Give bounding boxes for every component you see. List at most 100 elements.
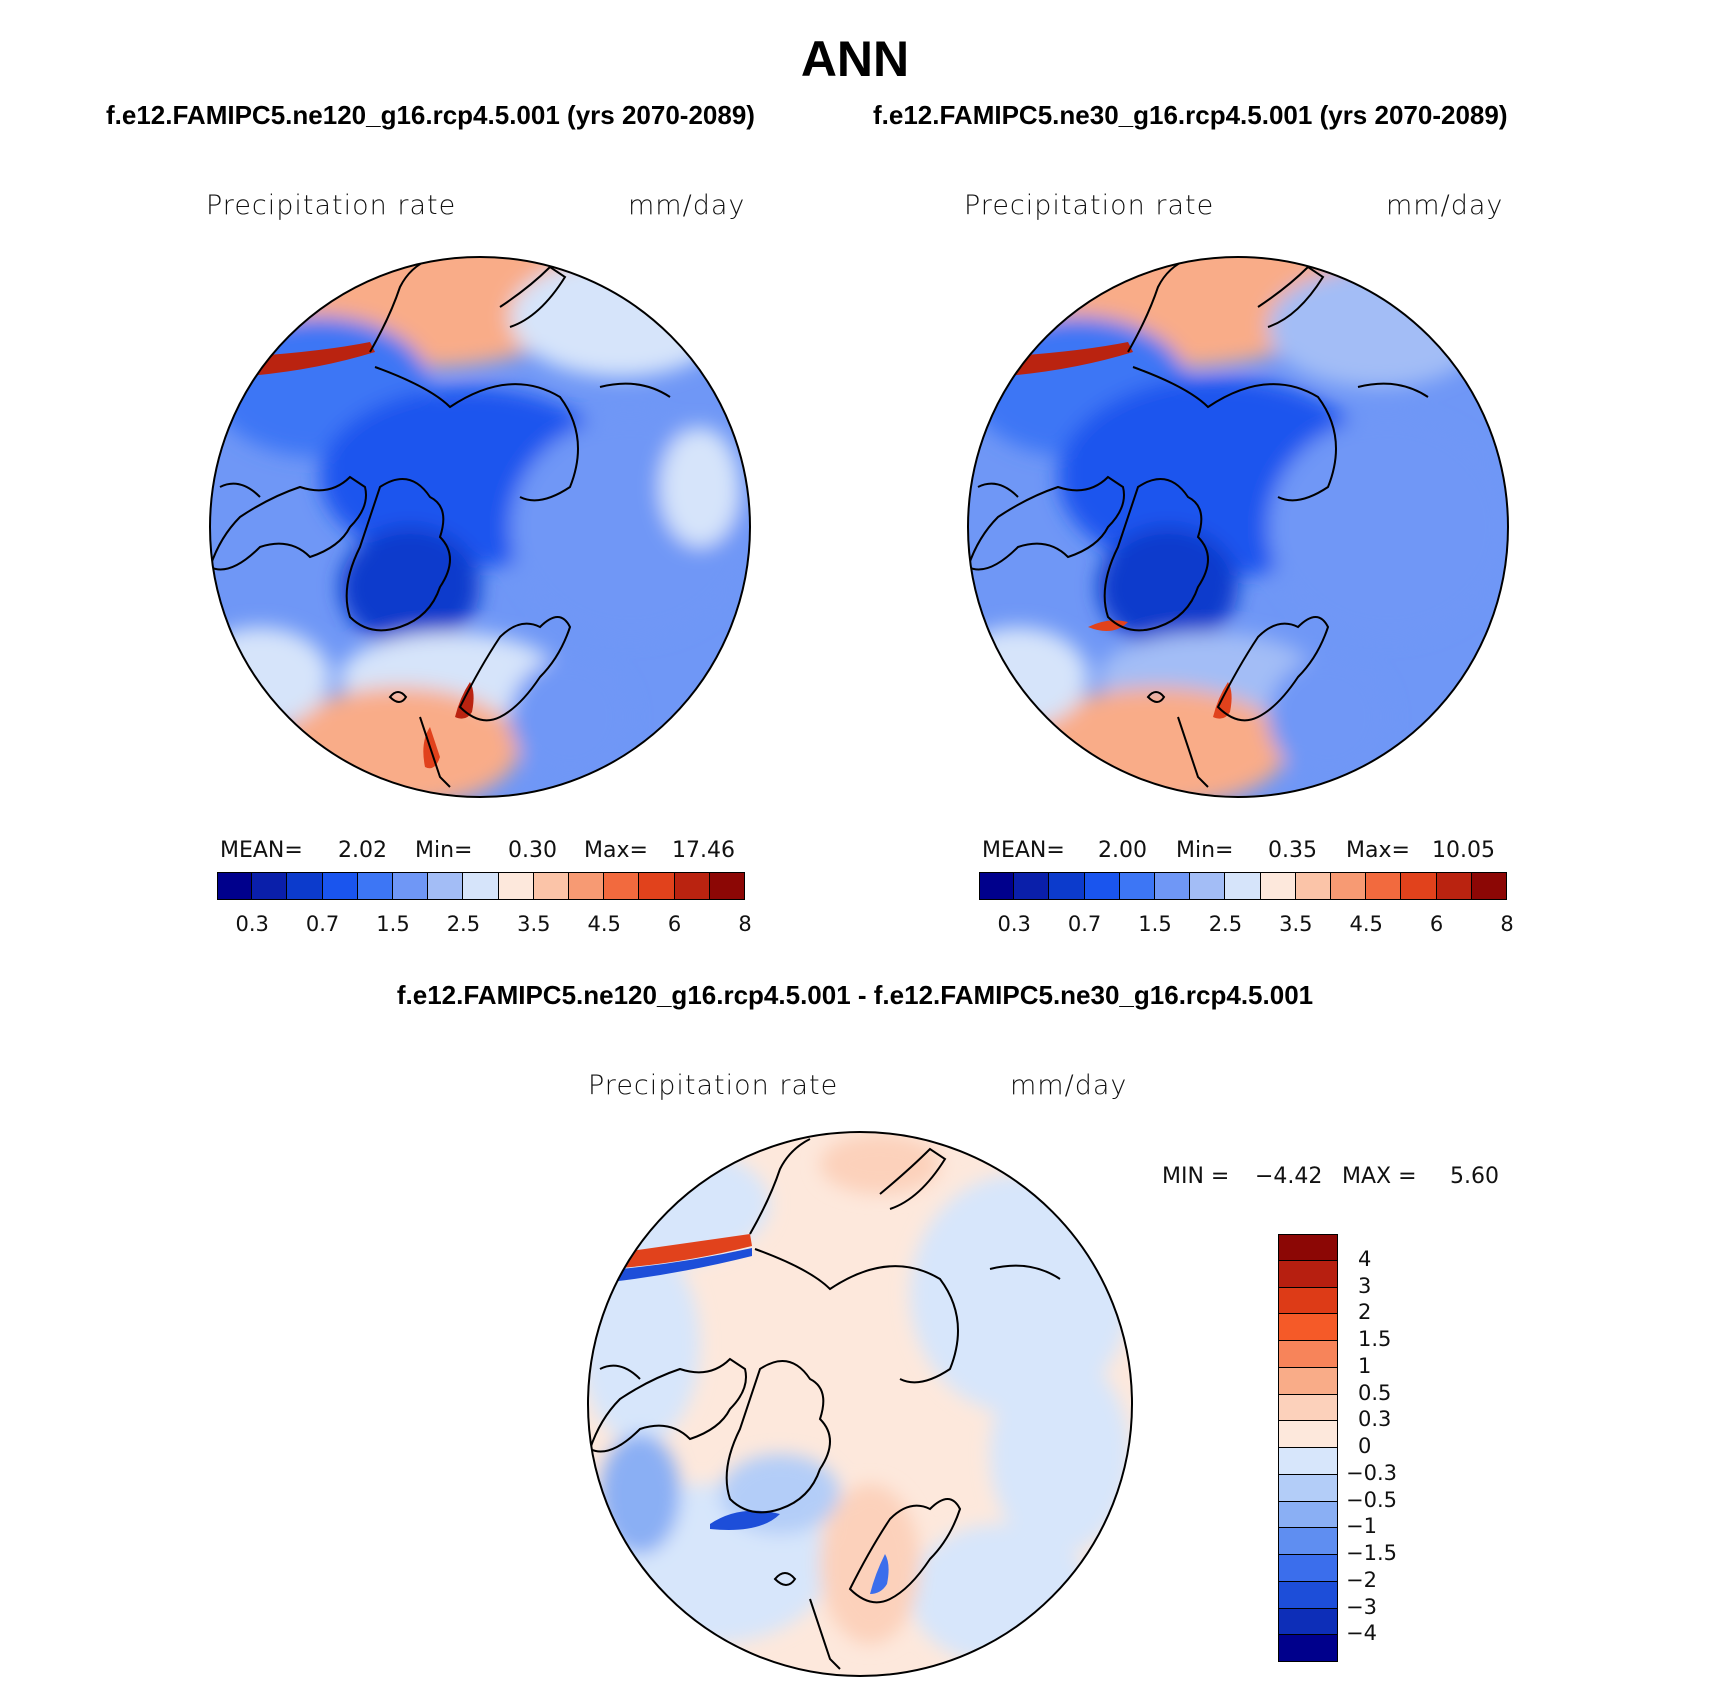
colorbar-swatch xyxy=(1471,872,1507,900)
panel2-mean-label: MEAN= xyxy=(982,838,1065,863)
colorbar-tick-label: 0.3 xyxy=(235,912,269,936)
colorbar-tick-label: 8 xyxy=(738,912,752,936)
colorbar-swatch xyxy=(1084,872,1120,900)
colorbar-swatch xyxy=(709,872,745,900)
diff-colorbar-swatch xyxy=(1278,1501,1338,1529)
main-title: ANN xyxy=(800,31,910,87)
diff-colorbar-swatch xyxy=(1278,1260,1338,1288)
diff-colorbar-swatch xyxy=(1278,1234,1338,1261)
diff-min-value: −4.42 xyxy=(1255,1164,1323,1189)
panel1-precip-field xyxy=(210,257,750,797)
panel2-units-label: mm/day xyxy=(1386,190,1504,221)
diff-max-label: MAX = xyxy=(1342,1164,1417,1189)
colorbar-swatch xyxy=(322,872,358,900)
diff-colorbar-swatch xyxy=(1278,1394,1338,1422)
colorbar-swatch xyxy=(1155,872,1191,900)
panel2-max-label: Max= xyxy=(1346,838,1410,863)
difference-polar-map xyxy=(587,1131,1133,1677)
diff-colorbar-tick-label: 0.5 xyxy=(1358,1380,1392,1405)
colorbar-swatch xyxy=(1401,872,1437,900)
panel1-colorbar xyxy=(217,872,745,900)
colorbar-swatch xyxy=(287,872,323,900)
diff-colorbar-swatch xyxy=(1278,1421,1338,1448)
colorbar-tick-label: 6 xyxy=(1429,912,1444,936)
diff-max-value: 5.60 xyxy=(1450,1164,1499,1189)
diff-min-label: MIN = xyxy=(1162,1164,1230,1189)
panel1-min-label: Min= xyxy=(415,838,473,863)
colorbar-swatch xyxy=(1014,872,1050,900)
panel2-colorbar-labels: 0.3 0.7 1.5 2.5 3.5 4.5 6 8 xyxy=(979,908,1513,938)
diff-colorbar-swatch xyxy=(1278,1635,1338,1662)
colorbar-swatch xyxy=(533,872,569,900)
panel1-max-label: Max= xyxy=(584,838,648,863)
panel2-colorbar xyxy=(979,872,1507,900)
colorbar-swatch xyxy=(217,872,253,900)
panel2-polar-map xyxy=(967,256,1509,798)
diff-colorbar-tick-label: −0.3 xyxy=(1346,1460,1397,1485)
colorbar-swatch xyxy=(498,872,534,900)
colorbar-swatch xyxy=(357,872,393,900)
diff-colorbar-tick-label: 2 xyxy=(1358,1300,1372,1325)
colorbar-swatch xyxy=(639,872,675,900)
panel1-map-border xyxy=(209,256,751,798)
colorbar-swatch xyxy=(1366,872,1402,900)
panel1-max-value: 17.46 xyxy=(672,838,735,863)
diff-colorbar-swatch xyxy=(1278,1528,1338,1555)
difference-title: f.e12.FAMIPC5.ne120_g16.rcp4.5.001 - f.e… xyxy=(396,980,1314,1010)
panel1-mean-label: MEAN= xyxy=(220,838,303,863)
panel2-min-label: Min= xyxy=(1176,838,1234,863)
case-name-right: f.e12.FAMIPC5.ne30_g16.rcp4.5.001 (yrs 2… xyxy=(873,100,1508,130)
diff-colorbar-tick-label: −1 xyxy=(1346,1514,1377,1539)
colorbar-swatch xyxy=(1049,872,1085,900)
panel1-coastlines xyxy=(210,258,671,788)
diff-colorbar-tick-label: 1 xyxy=(1358,1353,1372,1378)
diff-units-label: mm/day xyxy=(1010,1070,1128,1101)
diff-colorbar-tick-label: 1.5 xyxy=(1358,1327,1392,1351)
diff-colorbar-swatch xyxy=(1278,1287,1338,1315)
diff-variable-label: Precipitation rate xyxy=(588,1070,839,1101)
colorbar-swatch xyxy=(252,872,288,900)
colorbar-swatch xyxy=(1295,872,1331,900)
diff-colorbar-swatch xyxy=(1278,1341,1338,1368)
diff-colorbar-swatch xyxy=(1278,1555,1338,1582)
difference-field xyxy=(588,1132,1132,1676)
colorbar-swatch xyxy=(674,872,710,900)
colorbar-swatch xyxy=(1119,872,1155,900)
panel1-units-label: mm/day xyxy=(628,190,746,221)
panel2-map-border xyxy=(967,256,1509,798)
diff-colorbar-tick-label: −1.5 xyxy=(1346,1541,1397,1565)
diff-colorbar-swatch xyxy=(1278,1367,1338,1395)
panel1-variable-label: Precipitation rate xyxy=(206,190,457,221)
panel1-colorbar-labels: 0.3 0.7 1.5 2.5 3.5 4.5 6 8 xyxy=(217,908,751,938)
colorbar-tick-label: 6 xyxy=(667,912,682,936)
colorbar-swatch xyxy=(1331,872,1367,900)
diff-colorbar-tick-label: −4 xyxy=(1346,1621,1377,1646)
diff-colorbar xyxy=(1278,1234,1338,1662)
colorbar-swatch xyxy=(604,872,640,900)
case-name-left: f.e12.FAMIPC5.ne120_g16.rcp4.5.001 (yrs … xyxy=(106,100,755,130)
colorbar-tick-label: 1.5 xyxy=(376,912,410,936)
diff-colorbar-tick-label: 0.3 xyxy=(1358,1407,1392,1432)
panel2-min-value: 0.35 xyxy=(1268,838,1317,863)
diff-colorbar-swatch xyxy=(1278,1474,1338,1502)
panel2-max-value: 10.05 xyxy=(1432,838,1495,863)
diff-colorbar-swatch xyxy=(1278,1581,1338,1609)
colorbar-tick-label: 0.7 xyxy=(305,912,340,936)
diff-colorbar-labels: 4 3 2 1.5 1 0.5 0.3 0 −0.3 −0.5 −1 −1.5 −2 −3 −4 xyxy=(1346,1234,1436,1662)
colorbar-swatch xyxy=(1225,872,1261,900)
colorbar-swatch xyxy=(1260,872,1296,900)
colorbar-tick-label: 0.7 xyxy=(1067,912,1102,936)
colorbar-swatch xyxy=(979,872,1015,900)
panel2-variable-label: Precipitation rate xyxy=(964,190,1215,221)
colorbar-tick-label: 3.5 xyxy=(1279,912,1313,936)
panel1-min-value: 0.30 xyxy=(508,838,557,863)
colorbar-swatch xyxy=(569,872,605,900)
diff-colorbar-swatch xyxy=(1278,1314,1338,1341)
panel1-mean-value: 2.02 xyxy=(338,838,387,863)
colorbar-swatch xyxy=(428,872,464,900)
diff-colorbar-tick-label: 3 xyxy=(1358,1273,1372,1298)
colorbar-tick-label: 2.5 xyxy=(1208,912,1243,936)
colorbar-tick-label: 4.5 xyxy=(1349,912,1383,936)
colorbar-swatch xyxy=(393,872,429,900)
colorbar-tick-label: 8 xyxy=(1500,912,1514,936)
